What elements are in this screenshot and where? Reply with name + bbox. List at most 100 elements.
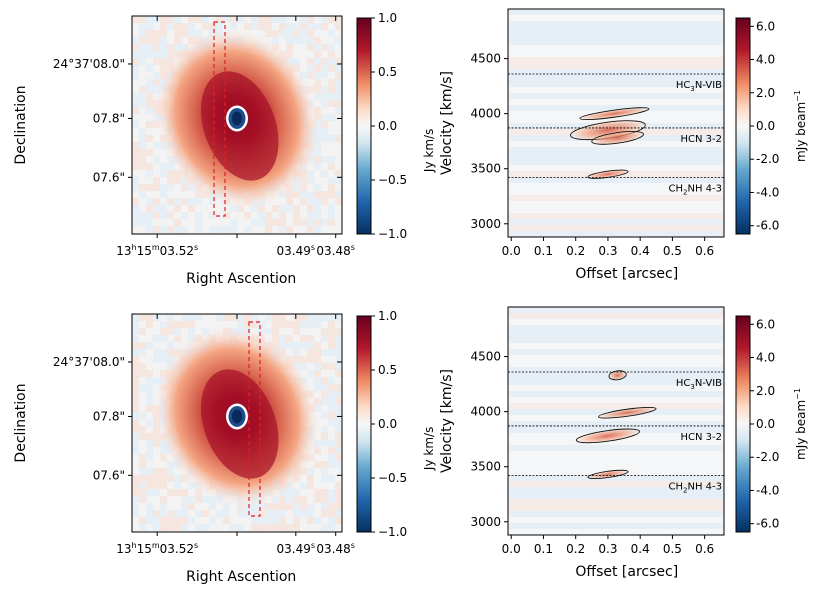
noise-cell [328, 44, 335, 51]
colorbar-tick-label: 0.0 [756, 119, 775, 133]
noise-cell [202, 16, 209, 23]
noise-cell [153, 503, 160, 510]
noise-cell [314, 482, 321, 489]
noise-cell [181, 23, 188, 30]
noise-cell [335, 356, 342, 363]
noise-cell [139, 440, 146, 447]
noise-cell [146, 363, 153, 370]
noise-cell [251, 205, 258, 212]
noise-cell [132, 58, 139, 65]
noise-cell [244, 23, 251, 30]
noise-cell [279, 517, 286, 524]
noise-cell [195, 524, 202, 531]
noise-cell [146, 328, 153, 335]
noise-cell [321, 440, 328, 447]
noise-cell [188, 314, 195, 321]
noise-cell [195, 30, 202, 37]
noise-cell [300, 177, 307, 184]
noise-cell [132, 517, 139, 524]
noise-cell [286, 212, 293, 219]
noise-stripe [508, 451, 724, 457]
noise-cell [286, 489, 293, 496]
noise-cell [286, 496, 293, 503]
noise-cell [321, 321, 328, 328]
noise-cell [195, 496, 202, 503]
noise-cell [258, 16, 265, 23]
noise-cell [328, 135, 335, 142]
colorbar-tick-label: −1.0 [378, 525, 407, 539]
noise-cell [300, 363, 307, 370]
noise-cell [146, 419, 153, 426]
noise-cell [314, 510, 321, 517]
noise-cell [237, 205, 244, 212]
noise-cell [174, 198, 181, 205]
x-tick-label: 0.4 [631, 542, 650, 556]
noise-cell [286, 44, 293, 51]
noise-cell [265, 510, 272, 517]
noise-cell [328, 405, 335, 412]
x-tick-label: 0.4 [631, 244, 650, 258]
noise-cell [132, 461, 139, 468]
noise-cell [244, 517, 251, 524]
noise-cell [132, 454, 139, 461]
noise-cell [160, 149, 167, 156]
noise-cell [258, 219, 265, 226]
noise-cell [328, 517, 335, 524]
noise-cell [321, 100, 328, 107]
noise-cell [328, 412, 335, 419]
noise-cell [195, 23, 202, 30]
noise-cell [286, 510, 293, 517]
noise-cell [146, 510, 153, 517]
noise-cell [279, 321, 286, 328]
noise-cell [321, 356, 328, 363]
noise-cell [335, 44, 342, 51]
noise-stripe [508, 231, 724, 237]
noise-cell [139, 377, 146, 384]
noise-cell [321, 377, 328, 384]
noise-cell [335, 107, 342, 114]
colorbar-tick-label: −0.5 [378, 173, 407, 187]
noise-cell [216, 503, 223, 510]
noise-cell [328, 342, 335, 349]
noise-cell [293, 30, 300, 37]
noise-cell [335, 496, 342, 503]
noise-cell [174, 177, 181, 184]
noise-cell [265, 23, 272, 30]
emission-blob [588, 130, 647, 146]
noise-cell [307, 16, 314, 23]
noise-cell [132, 356, 139, 363]
noise-cell [307, 517, 314, 524]
colorbar-tick-label: 0.5 [378, 363, 397, 377]
noise-cell [279, 23, 286, 30]
noise-stripe [508, 481, 724, 487]
noise-cell [174, 482, 181, 489]
noise-cell [139, 142, 146, 149]
colorbar-tick-label: 0.0 [378, 119, 397, 133]
noise-cell [160, 191, 167, 198]
noise-cell [321, 482, 328, 489]
noise-cell [132, 377, 139, 384]
noise-cell [237, 226, 244, 233]
noise-cell [146, 16, 153, 23]
noise-cell [328, 461, 335, 468]
noise-cell [146, 461, 153, 468]
noise-cell [132, 314, 139, 321]
noise-cell [272, 212, 279, 219]
y-tick-label: 3500 [470, 460, 501, 474]
noise-cell [139, 135, 146, 142]
noise-cell [132, 107, 139, 114]
noise-cell [265, 517, 272, 524]
noise-cell [167, 524, 174, 531]
noise-cell [335, 384, 342, 391]
noise-cell [223, 503, 230, 510]
noise-cell [279, 198, 286, 205]
noise-cell [132, 205, 139, 212]
noise-cell [314, 454, 321, 461]
noise-cell [272, 321, 279, 328]
noise-cell [139, 198, 146, 205]
noise-cell [132, 16, 139, 23]
x-tick-label: 0.1 [534, 244, 553, 258]
noise-stripe [508, 39, 724, 45]
noise-cell [209, 219, 216, 226]
noise-cell [328, 156, 335, 163]
